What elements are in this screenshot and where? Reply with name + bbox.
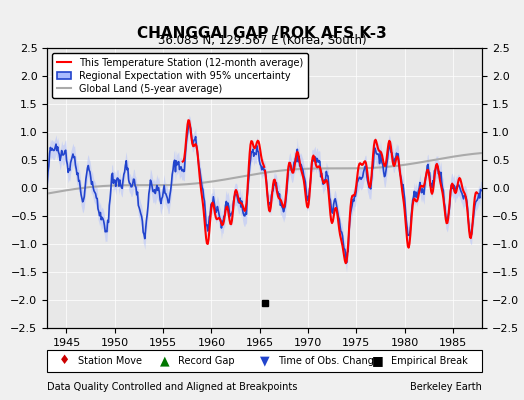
Text: ■: ■ (372, 354, 384, 368)
Text: Time of Obs. Change: Time of Obs. Change (278, 356, 379, 366)
Text: ▲: ▲ (160, 354, 169, 368)
Text: Empirical Break: Empirical Break (391, 356, 467, 366)
Text: ♦: ♦ (59, 354, 70, 368)
Text: 36.083 N, 129.567 E (Korea, South): 36.083 N, 129.567 E (Korea, South) (158, 34, 366, 47)
Legend: This Temperature Station (12-month average), Regional Expectation with 95% uncer: This Temperature Station (12-month avera… (52, 53, 308, 98)
Text: ▼: ▼ (260, 354, 269, 368)
Text: Berkeley Earth: Berkeley Earth (410, 382, 482, 392)
FancyBboxPatch shape (47, 350, 482, 372)
Text: Station Move: Station Move (78, 356, 141, 366)
Text: Data Quality Controlled and Aligned at Breakpoints: Data Quality Controlled and Aligned at B… (47, 382, 298, 392)
Text: CHANGGAI GAP /ROK AFS K-3: CHANGGAI GAP /ROK AFS K-3 (137, 26, 387, 41)
Text: Record Gap: Record Gap (178, 356, 234, 366)
